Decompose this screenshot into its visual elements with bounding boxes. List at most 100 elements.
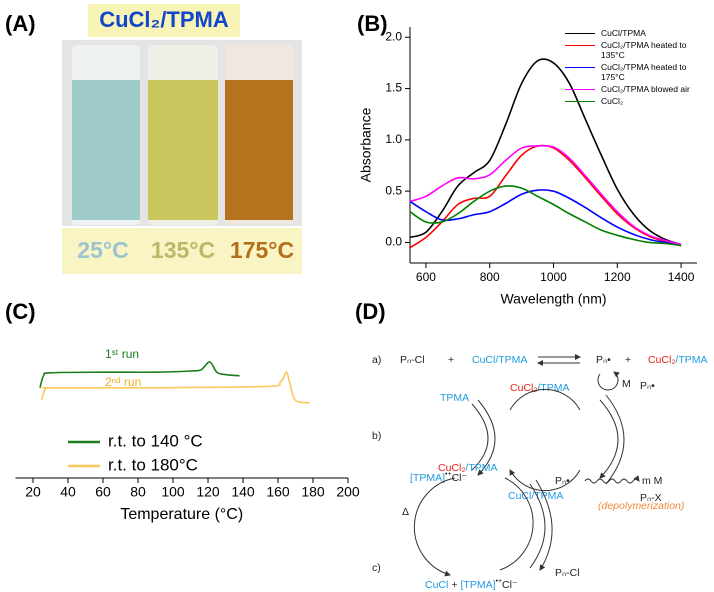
temperature-box (62, 228, 302, 274)
panel-label: (C) (5, 299, 36, 324)
panel-label: (D) (355, 299, 386, 324)
note: (depolymerization) (598, 500, 684, 512)
arrow (599, 399, 619, 479)
species: CuCl₂/TPMA (510, 382, 570, 394)
temperature-label: 135°C (151, 237, 215, 263)
panel-label: (A) (5, 11, 36, 36)
cycle (509, 469, 581, 492)
x-tick-label: 60 (95, 484, 111, 500)
legend-label: CuCl₂/TPMA blowed air (601, 84, 690, 94)
x-tick-label: 40 (60, 484, 76, 500)
y-tick-label: 1.5 (385, 81, 402, 95)
legend-entry: CuCl₂ (565, 96, 710, 106)
row-label: c) (372, 562, 381, 574)
x-tick-label: 200 (336, 484, 360, 500)
arrow (477, 399, 496, 476)
species: CuCl₂/TPMA (648, 354, 708, 366)
metal: CuCl (472, 354, 495, 366)
vial-liquid (72, 80, 140, 220)
metal: CuCl₂ (438, 462, 465, 474)
anion: Cl⁻ (502, 579, 518, 591)
species: Pₙ• (555, 475, 570, 487)
species: CuCl + [TPMA]•+Cl⁻ (425, 578, 518, 591)
x-tick-label: 140 (231, 484, 255, 500)
ligand: [TPMA] (410, 472, 445, 484)
ligand: /TPMA (537, 382, 569, 394)
x-tick-label: 100 (161, 484, 185, 500)
legend-swatch (565, 33, 595, 34)
legend-swatch (565, 101, 595, 102)
species: Pₙ-Cl (555, 567, 580, 579)
line-series (409, 58, 682, 246)
legend-label: CuCl/TPMA (601, 28, 646, 38)
arrow (584, 475, 640, 484)
x-tick-label: 120 (196, 484, 220, 500)
temperature-label: 25°C (77, 237, 128, 263)
vial-liquid (225, 80, 293, 220)
title-box (88, 4, 240, 37)
legend-entry: CuCl₂/TPMA heated to 135°C (565, 40, 710, 60)
legend-label: CuCl₂/TPMA heated to 175°C (601, 62, 687, 82)
legend: CuCl/TPMA CuCl₂/TPMA heated to 135°C CuCl₂… (565, 28, 710, 108)
species: CuCl/TPMA (472, 354, 527, 366)
species: Pₙ• (640, 380, 655, 392)
species: TPMA (440, 392, 469, 404)
species: Pₙ• (596, 354, 611, 366)
legend-label: r.t. to 180°C (108, 455, 198, 474)
line-series (409, 144, 682, 246)
annotation: 2ⁿᵈ run (105, 375, 141, 389)
plus: + (451, 579, 457, 591)
photo-title: CuCl₂/TPMA (99, 7, 229, 32)
heat: Δ (402, 506, 409, 518)
annotation: 1ˢᵗ run (105, 347, 139, 361)
line-series (409, 185, 682, 247)
line-series (409, 189, 682, 246)
legend-swatch (565, 45, 595, 46)
scheme: a) Pₙ-Cl + CuCl/TPMA Pₙ• + CuCl₂/TPMA M … (372, 354, 708, 591)
species: Pₙ-X (640, 492, 662, 504)
y-axis-label: Absorbance (358, 107, 374, 182)
row-label: a) (372, 354, 381, 366)
charge: •+ (496, 578, 503, 585)
species: CuCl₂/TPMA (438, 462, 498, 474)
arrow (597, 371, 620, 391)
line-series (40, 371, 310, 404)
x-tick-label: 180 (301, 484, 325, 500)
legend-swatch (565, 89, 595, 90)
legend-entry: CuCl₂/TPMA blowed air (565, 84, 710, 94)
legend-label: CuCl₂ (601, 96, 624, 106)
ligand: /TPMA (465, 462, 497, 474)
x-tick-label: 1000 (540, 270, 567, 284)
metal: CuCl₂ (648, 354, 675, 366)
vial-liquid (148, 80, 218, 220)
legend-label: r.t. to 140 °C (108, 431, 203, 450)
arrow (535, 479, 553, 571)
x-tick-label: 20 (25, 484, 41, 500)
species: Pₙ-Cl (400, 354, 425, 366)
x-tick-label: 600 (416, 270, 436, 284)
x-tick-label: 1200 (604, 270, 631, 284)
x-tick-label: 80 (130, 484, 146, 500)
species: CuCl/TPMA (508, 490, 563, 502)
ligand: /TPMA (675, 354, 707, 366)
y-tick-label: 0.0 (385, 235, 402, 249)
legend-entry: CuCl₂/TPMA heated to 175°C (565, 62, 710, 82)
arrow (471, 403, 489, 471)
legend-swatch (565, 67, 595, 68)
x-axis-label: Temperature (°C) (120, 506, 243, 523)
metal: CuCl (425, 579, 448, 591)
species: M (622, 378, 631, 390)
legend-entry: CuCl/TPMA (565, 28, 710, 38)
x-tick-label: 800 (480, 270, 500, 284)
row-label: b) (372, 430, 381, 442)
temperature-label: 175°C (230, 237, 294, 263)
ligand: [TPMA] (460, 579, 495, 591)
x-tick-label: 160 (266, 484, 290, 500)
line-series (39, 361, 240, 389)
anion: Cl⁻ (452, 472, 468, 484)
metal: CuCl₂ (510, 382, 537, 394)
arrow (529, 483, 546, 569)
species: m M (642, 475, 662, 487)
